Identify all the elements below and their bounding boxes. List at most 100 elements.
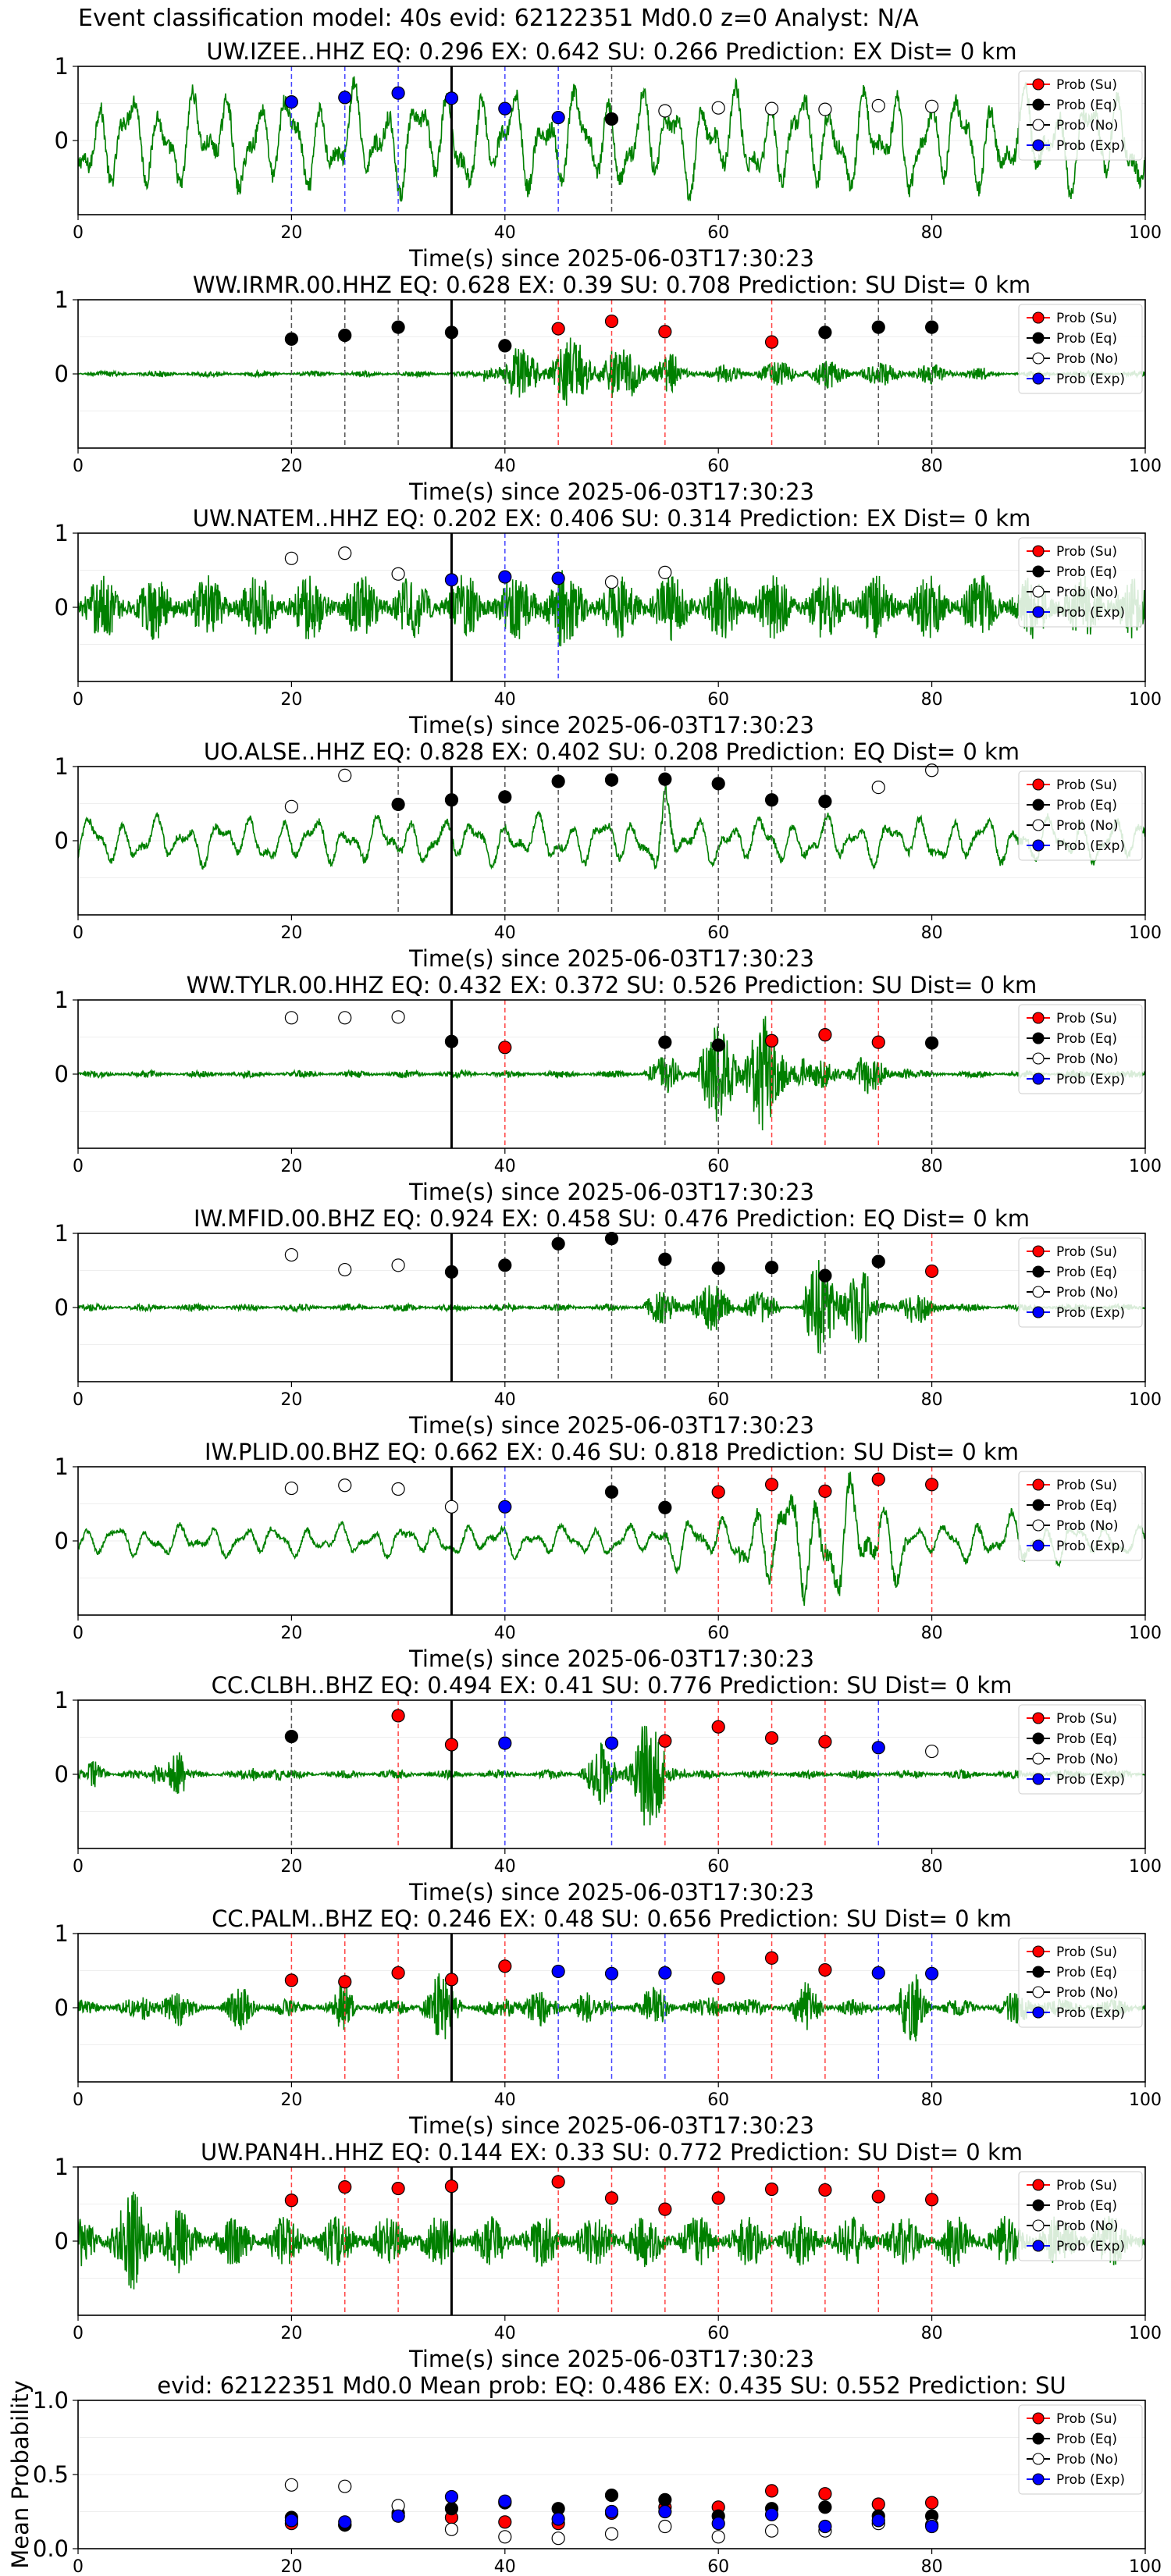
x-tick-label: 0 xyxy=(73,2324,84,2343)
legend-marker-su xyxy=(1032,1478,1045,1491)
legend-label: Prob (Eq) xyxy=(1056,331,1117,347)
legend-label: Prob (Exp) xyxy=(1056,1539,1125,1554)
station-chart-8: CC.CLBH..BHZ EQ: 0.494 EX: 0.41 SU: 0.77… xyxy=(55,1672,1162,1905)
prob-marker-no xyxy=(338,546,352,560)
legend-marker-exp xyxy=(1032,1306,1045,1318)
legend-marker-eq xyxy=(1032,2199,1045,2211)
legend-marker-exp xyxy=(1032,2240,1045,2252)
prob-marker-su xyxy=(444,1738,459,1752)
legend-marker-exp xyxy=(1032,2473,1045,2485)
x-tick-label: 100 xyxy=(1129,2557,1162,2576)
mean-marker-su xyxy=(764,2484,779,2498)
mean-marker-exp xyxy=(711,2517,725,2531)
legend-marker-exp xyxy=(1032,372,1045,385)
legend-marker-su xyxy=(1032,1945,1045,1958)
legend-marker-su xyxy=(1032,545,1045,557)
plot-area xyxy=(78,300,1145,448)
legend-marker-eq xyxy=(1032,1265,1045,1278)
x-tick-label: 80 xyxy=(921,2090,943,2110)
prob-marker-exp xyxy=(284,95,298,109)
prob-marker-eq xyxy=(444,326,459,340)
x-tick-label: 80 xyxy=(921,1390,943,1410)
legend-marker-exp xyxy=(1032,1073,1045,1085)
legend-marker-eq xyxy=(1032,799,1045,811)
legend-marker-eq xyxy=(1032,1499,1045,1511)
prob-marker-eq xyxy=(658,1252,672,1266)
mean-marker-no xyxy=(338,2479,352,2493)
prob-marker-no xyxy=(391,1010,405,1024)
x-tick-label: 100 xyxy=(1129,1157,1162,1176)
prob-marker-eq xyxy=(871,1254,885,1268)
mean-marker-su xyxy=(871,2497,885,2511)
legend-marker-no xyxy=(1032,352,1045,365)
legend-box xyxy=(1018,1004,1143,1094)
prob-marker-exp xyxy=(604,1736,619,1750)
legend-marker-su xyxy=(1032,1012,1045,1024)
prob-marker-no xyxy=(764,101,779,116)
prob-marker-no xyxy=(924,763,939,777)
x-tick-label: 20 xyxy=(280,1157,302,1176)
legend: Prob (Su) Prob (Eq) Prob (No) Prob (Exp) xyxy=(1018,304,1143,394)
x-tick-label: 40 xyxy=(494,223,516,243)
mean-marker-no xyxy=(284,2478,298,2492)
x-tick-label: 60 xyxy=(707,457,729,476)
prob-marker-no xyxy=(871,98,885,112)
prob-marker-no xyxy=(284,1247,298,1262)
x-tick-label: 20 xyxy=(280,690,302,710)
x-tick-label: 20 xyxy=(280,2090,302,2110)
x-tick-label: 100 xyxy=(1129,2324,1162,2343)
y-tick-label: 0 xyxy=(55,1294,69,1321)
legend-marker-eq xyxy=(1032,1032,1045,1044)
prob-marker-eq xyxy=(604,1232,619,1246)
waveform-trace xyxy=(78,1016,1145,1131)
legend-label: Prob (No) xyxy=(1056,2452,1119,2467)
legend-label: Prob (Exp) xyxy=(1056,2239,1125,2254)
legend-marker-su xyxy=(1032,311,1045,324)
x-tick-label: 0 xyxy=(73,223,84,243)
y-tick-label: 1.0 xyxy=(33,2387,69,2414)
legend: Prob (Su) Prob (Eq) Prob (No) Prob (Exp) xyxy=(1018,1704,1143,1795)
x-tick-label: 0 xyxy=(73,1157,84,1176)
mean-marker-no xyxy=(658,2519,672,2534)
legend-marker-exp xyxy=(1032,2006,1045,2019)
legend-label: Prob (Exp) xyxy=(1056,2005,1125,2021)
legend-label: Prob (Exp) xyxy=(1056,2472,1125,2488)
mean-marker-su xyxy=(818,2487,832,2501)
chart-title: UW.NATEM..HHZ EQ: 0.202 EX: 0.406 SU: 0.… xyxy=(193,505,1030,532)
prob-marker-su xyxy=(551,322,565,336)
prob-marker-eq xyxy=(444,1265,459,1279)
y-tick-label: 1 xyxy=(55,987,69,1013)
legend-label: Prob (Su) xyxy=(1056,1478,1117,1493)
prob-marker-su xyxy=(924,1264,939,1279)
prob-marker-exp xyxy=(604,1966,619,1980)
x-tick-label: 80 xyxy=(921,1624,943,1643)
mean-marker-no xyxy=(551,2532,565,2546)
mean-marker-exp xyxy=(338,2515,352,2529)
legend-marker-eq xyxy=(1032,1966,1045,1978)
mean-marker-exp xyxy=(498,2494,512,2508)
legend-label: Prob (Exp) xyxy=(1056,1772,1125,1788)
prob-marker-eq xyxy=(818,326,832,340)
prob-marker-exp xyxy=(871,1966,885,1980)
mean-marker-exp xyxy=(818,2519,832,2534)
prob-marker-exp xyxy=(498,1500,512,1514)
x-axis-label: Time(s) since 2025-06-03T17:30:23 xyxy=(408,1412,814,1439)
prob-marker-eq xyxy=(818,1268,832,1283)
legend-label: Prob (No) xyxy=(1056,1752,1119,1767)
x-tick-label: 20 xyxy=(280,923,302,943)
legend-label: Prob (No) xyxy=(1056,818,1119,834)
x-tick-label: 0 xyxy=(73,457,84,476)
prob-marker-no xyxy=(658,104,672,118)
legend-marker-no xyxy=(1032,585,1045,598)
x-tick-label: 80 xyxy=(921,1857,943,1877)
y-tick-label: 0 xyxy=(55,361,69,387)
prob-marker-eq xyxy=(551,774,565,788)
prob-marker-no xyxy=(338,1478,352,1493)
y-tick-label: 0 xyxy=(55,1994,69,2021)
station-chart-9: CC.PALM..BHZ EQ: 0.246 EX: 0.48 SU: 0.65… xyxy=(55,1905,1162,2139)
legend-label: Prob (Eq) xyxy=(1056,1731,1117,1747)
mean-marker-no xyxy=(604,2527,619,2541)
prob-marker-su xyxy=(818,2183,832,2197)
prob-marker-su xyxy=(284,2194,298,2208)
legend: Prob (Su) Prob (Eq) Prob (No) Prob (Exp) xyxy=(1018,1237,1143,1328)
